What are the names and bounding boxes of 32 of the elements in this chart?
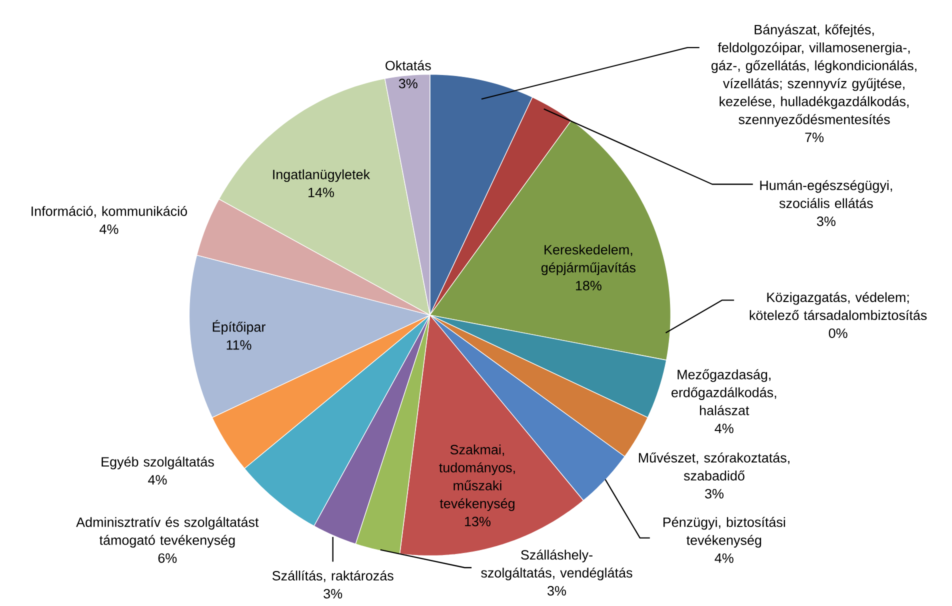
data-label: 3%: [398, 78, 418, 88]
data-label: 3%: [548, 586, 566, 596]
slice-label: Szakmai, tudományos, műszaki tevékenység: [439, 444, 515, 511]
slice-label: Oktatás: [386, 60, 431, 70]
data-label: 3%: [324, 588, 342, 598]
data-label: 14%: [308, 188, 334, 198]
slice-label: Szállítás, raktározás: [272, 570, 394, 582]
slice-label: Mezőgazdaság, erdőgazdálkodás, halászat: [672, 369, 776, 416]
data-label: 11%: [226, 340, 252, 350]
slice-label: Bányászat, kőfejtés, feldolgozóipar, villamosenergia-, gáz-, gőzellátás, légkondicionálás, vízellátás; szennyvíz gyűjtése, kezelése, hulladékgazdálkodás, szennyeződésmentesítés: [712, 24, 916, 127]
slice-label: Humán-egészségügyi, szociális ellátás: [760, 180, 892, 208]
data-label: 4%: [714, 553, 734, 563]
data-label: 3%: [705, 488, 724, 498]
slice-label: Adminisztratív és szolgáltatást támogató tevékenység: [76, 516, 259, 548]
slice-label: Kereskedelem, gépjárműjavítás: [541, 244, 636, 275]
slice-label: Szálláshely-szolgáltatás, vendéglátás: [481, 549, 632, 580]
slice-label: Információ, kommunikáció: [32, 206, 187, 218]
category-label: Közigazgatás, védelem; kötelező társadalombiztosítás: [750, 292, 927, 320]
slice-label: Pénzügyi, biztosítási tevékenység: [663, 516, 786, 548]
data-label: 18%: [576, 280, 602, 290]
data-label: 13%: [465, 516, 490, 526]
slice-label: Építőipar: [212, 320, 266, 334]
data-label: 4%: [100, 224, 118, 234]
slice-label: Egyéb szolgáltatás: [102, 456, 214, 470]
data-label: 4%: [714, 424, 734, 434]
slice-label: Ingatlanügyletek: [273, 169, 370, 182]
data-label: 3%: [816, 216, 836, 226]
data-label: 4%: [148, 474, 167, 484]
text: 0%: [828, 328, 848, 338]
slice-label: Művészet, szórakoztatás, szabadidő: [638, 452, 790, 480]
data-label: 6%: [158, 553, 177, 563]
data-label: 7%: [805, 132, 824, 142]
